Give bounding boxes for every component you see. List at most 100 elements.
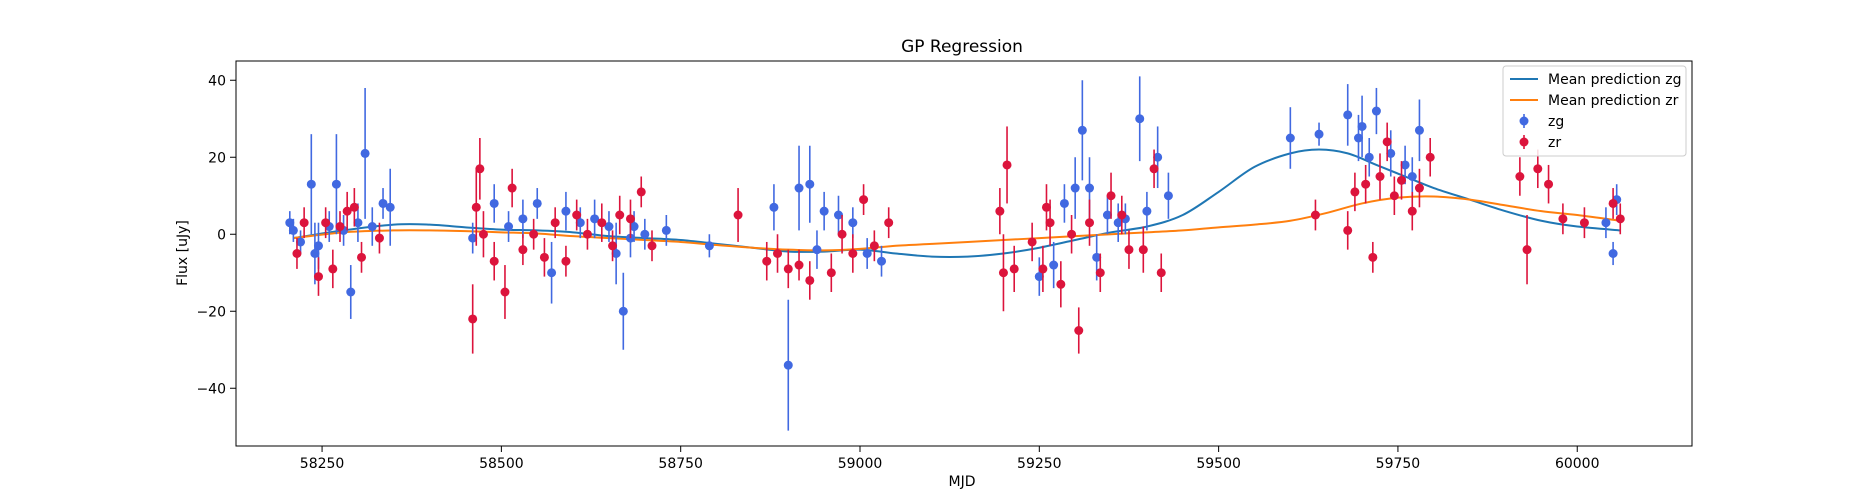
data-point-zg bbox=[1078, 80, 1087, 180]
point-marker bbox=[1397, 176, 1406, 185]
point-marker bbox=[1616, 214, 1625, 223]
point-marker bbox=[995, 207, 1004, 216]
point-marker bbox=[357, 253, 366, 262]
point-marker bbox=[508, 184, 517, 193]
point-marker bbox=[1003, 160, 1012, 169]
point-marker bbox=[1164, 191, 1173, 200]
point-marker bbox=[472, 203, 481, 212]
point-marker bbox=[1601, 218, 1610, 227]
data-point-zr bbox=[848, 234, 857, 273]
point-marker bbox=[812, 245, 821, 254]
data-point-zg bbox=[1315, 123, 1324, 146]
data-point-zr bbox=[1124, 230, 1133, 269]
point-marker bbox=[597, 218, 606, 227]
data-point-zr bbox=[1056, 261, 1065, 307]
point-marker bbox=[1368, 253, 1377, 262]
point-marker bbox=[784, 361, 793, 370]
point-marker bbox=[1311, 211, 1320, 220]
point-marker bbox=[1426, 153, 1435, 162]
point-marker bbox=[1383, 137, 1392, 146]
point-marker bbox=[1609, 249, 1618, 258]
point-marker bbox=[314, 272, 323, 281]
point-marker bbox=[1107, 191, 1116, 200]
data-point-zr bbox=[1368, 242, 1377, 273]
point-marker bbox=[540, 253, 549, 262]
legend-label: Mean prediction zr bbox=[1548, 93, 1679, 109]
data-point-zr bbox=[561, 246, 570, 277]
data-point-zr bbox=[1515, 157, 1524, 196]
point-marker bbox=[762, 257, 771, 266]
data-point-zg bbox=[863, 238, 872, 269]
point-marker bbox=[1544, 180, 1553, 189]
point-marker bbox=[1067, 230, 1076, 239]
data-point-zr bbox=[1074, 307, 1083, 353]
point-marker bbox=[870, 241, 879, 250]
point-marker bbox=[350, 203, 359, 212]
point-marker bbox=[292, 249, 301, 258]
point-marker bbox=[1085, 184, 1094, 193]
data-point-zg bbox=[1343, 84, 1352, 146]
data-point-zg bbox=[561, 192, 570, 231]
data-point-zr bbox=[784, 250, 793, 289]
point-marker bbox=[1580, 218, 1589, 227]
data-point-zr bbox=[734, 188, 743, 242]
point-marker bbox=[1350, 187, 1359, 196]
data-point-zr bbox=[1544, 165, 1553, 204]
point-marker bbox=[1408, 172, 1417, 181]
data-point-zg bbox=[1372, 88, 1381, 134]
point-marker bbox=[1056, 280, 1065, 289]
data-point-zr bbox=[518, 234, 527, 265]
legend-label: zg bbox=[1548, 114, 1564, 130]
point-marker bbox=[328, 264, 337, 273]
data-point-zg bbox=[533, 188, 542, 219]
legend: Mean prediction zgMean prediction zrzgzr bbox=[1503, 66, 1686, 156]
point-marker bbox=[619, 307, 628, 316]
point-marker bbox=[640, 230, 649, 239]
point-marker bbox=[1358, 122, 1367, 131]
point-marker bbox=[784, 264, 793, 273]
data-point-zr bbox=[884, 207, 893, 238]
data-point-zr bbox=[827, 254, 836, 293]
x-tick-label: 59750 bbox=[1376, 456, 1421, 472]
point-marker bbox=[820, 207, 829, 216]
data-point-zg bbox=[379, 188, 388, 219]
data-point-zg bbox=[361, 88, 370, 219]
point-marker bbox=[1408, 207, 1417, 216]
data-point-zg bbox=[812, 230, 821, 269]
data-point-zg bbox=[1609, 242, 1618, 265]
y-tick-label: 20 bbox=[208, 150, 226, 166]
data-point-zr bbox=[795, 250, 804, 281]
point-marker bbox=[375, 234, 384, 243]
point-marker bbox=[1139, 245, 1148, 254]
point-marker bbox=[1046, 218, 1055, 227]
legend-label: zr bbox=[1548, 135, 1561, 151]
x-tick-label: 58250 bbox=[300, 456, 345, 472]
point-marker bbox=[504, 222, 513, 231]
point-marker bbox=[734, 211, 743, 220]
point-marker bbox=[1060, 199, 1069, 208]
point-marker bbox=[332, 180, 341, 189]
data-point-zr bbox=[859, 184, 868, 215]
point-marker bbox=[637, 187, 646, 196]
x-tick-label: 58500 bbox=[479, 456, 524, 472]
point-marker bbox=[314, 241, 323, 250]
point-marker bbox=[805, 276, 814, 285]
data-point-zr bbox=[490, 242, 499, 281]
data-point-zr bbox=[870, 230, 879, 261]
point-marker bbox=[551, 218, 560, 227]
data-point-zr bbox=[468, 284, 477, 353]
data-point-zr bbox=[529, 219, 538, 250]
data-point-zg bbox=[820, 192, 829, 231]
data-point-zg bbox=[1164, 173, 1173, 219]
data-point-zr bbox=[1426, 138, 1435, 177]
point-marker bbox=[795, 184, 804, 193]
point-marker bbox=[572, 211, 581, 220]
legend-swatch-marker bbox=[1520, 138, 1529, 147]
point-marker bbox=[336, 222, 345, 231]
point-marker bbox=[838, 230, 847, 239]
point-marker bbox=[529, 230, 538, 239]
point-marker bbox=[1415, 184, 1424, 193]
data-point-zr bbox=[1003, 126, 1012, 203]
point-marker bbox=[1515, 172, 1524, 181]
data-point-zr bbox=[1157, 254, 1166, 293]
